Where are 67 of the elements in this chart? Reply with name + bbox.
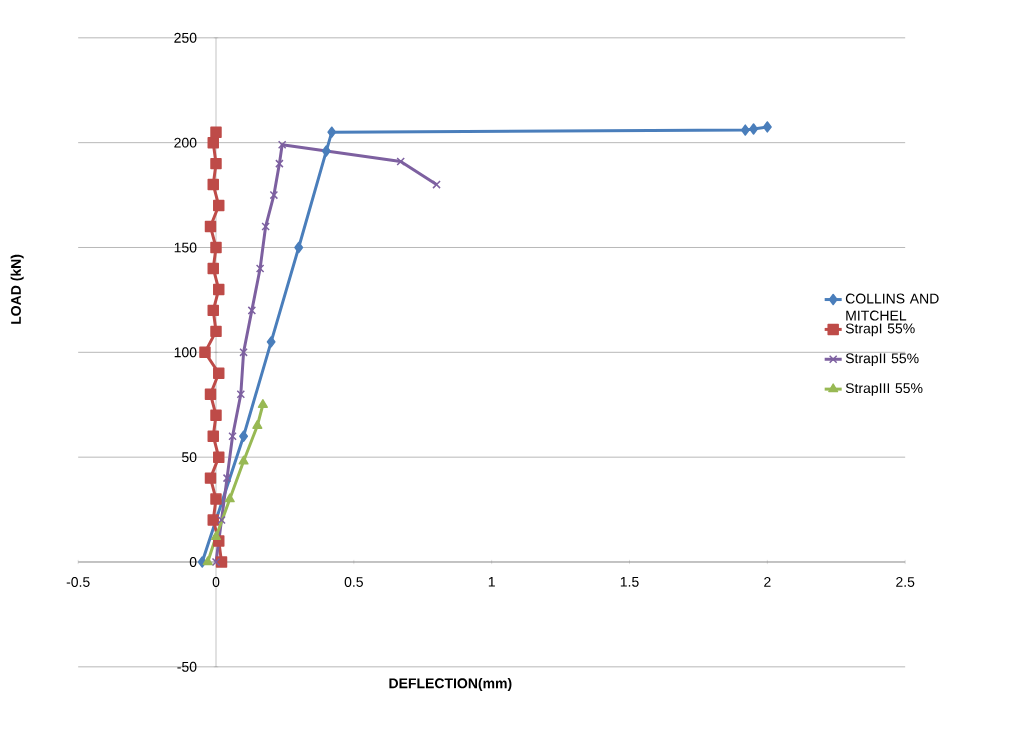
point [762,121,772,133]
point [275,159,284,168]
point [252,419,263,429]
y-tick-label: 100 [174,347,197,358]
point [321,145,331,157]
point [204,388,217,400]
point [207,430,219,442]
point [255,264,265,273]
y-tick-label: 250 [174,32,197,43]
x-tick-label: 0.5 [344,576,363,587]
point [266,336,276,348]
point [213,367,225,380]
point [257,399,268,408]
point [239,430,249,442]
y-tick-label: 150 [174,242,197,253]
point [432,180,441,189]
point [207,514,219,526]
point [217,515,226,525]
point [228,431,237,441]
point [210,493,222,505]
point [207,262,219,275]
point [238,455,249,465]
x-tick-label: 1.5 [620,577,639,587]
point [202,556,213,566]
point [210,409,222,421]
point [396,157,405,166]
point [261,222,270,231]
point [239,348,248,357]
point [247,306,257,315]
legend-label: StrapIII 55% [845,383,923,396]
point [210,157,222,170]
point [207,304,219,317]
y-axis-title: LOAD (kN) [10,254,24,324]
point [213,451,225,463]
point [210,126,222,138]
legend-label: COLLINS AND MITCHEL [845,293,939,321]
point [204,220,217,233]
point [199,346,211,359]
point [222,473,232,483]
x-tick-label: 2.5 [896,576,915,587]
point [204,472,217,484]
point [269,190,279,200]
x-tick-label: 1 [488,577,495,587]
y-tick-label: -50 [177,661,197,672]
y-tick-label: 0 [189,557,197,567]
point [207,178,219,191]
legend-label: StrapII 55% [845,353,919,367]
x-tick-label: 0 [212,576,220,587]
point [210,325,222,338]
point [213,283,225,296]
point [210,531,222,541]
y-tick-label: 50 [182,452,197,463]
point [224,493,235,503]
point [277,140,287,150]
legend-label: StrapI 55% [845,323,915,337]
x-tick-label: 2 [764,576,771,587]
x-axis-title: DEFLECTION(mm) [389,677,512,692]
point [327,126,337,138]
point [294,241,304,254]
point [236,389,246,399]
x-tick-label: -0.5 [66,576,90,587]
point [211,557,221,567]
point [740,124,750,136]
point [210,241,222,254]
point [749,123,759,135]
y-tick-label: 200 [174,137,197,148]
point [213,199,225,212]
